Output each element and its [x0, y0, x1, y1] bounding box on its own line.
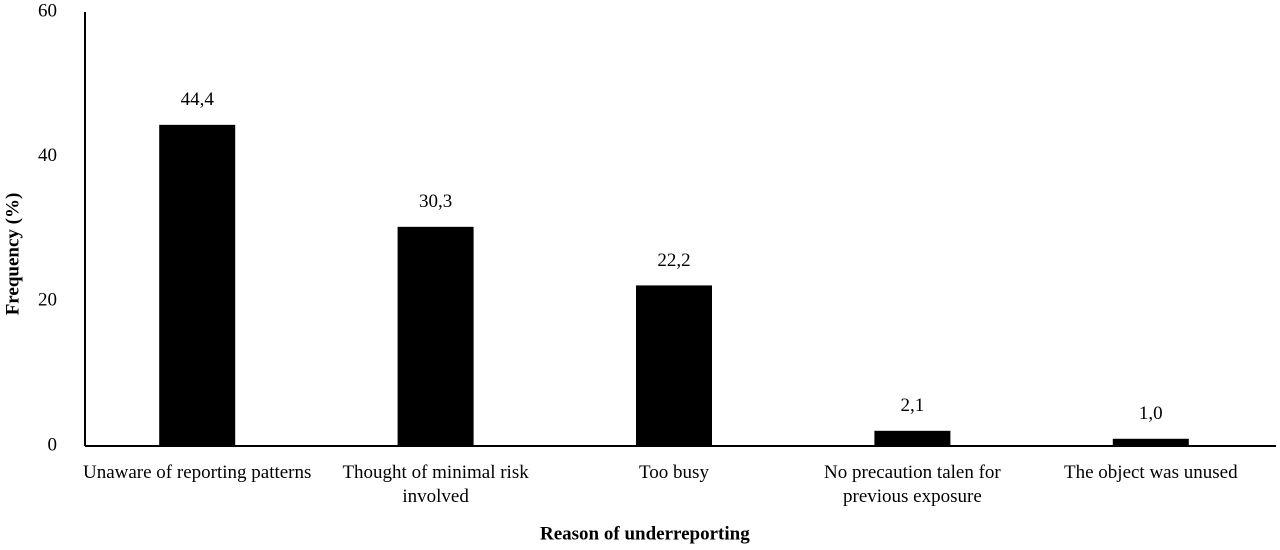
x-tick-label: Thought of minimal risk involved — [342, 462, 529, 507]
x-tick-label: The object was unused — [1064, 462, 1238, 483]
bar — [1112, 438, 1189, 446]
y-tick-label: 20 — [38, 290, 57, 311]
x-axis-title: Reason of underreporting — [540, 523, 750, 544]
bar — [874, 430, 951, 446]
y-tick-label: 40 — [38, 145, 57, 166]
bar — [159, 124, 236, 446]
x-tick-label: Unaware of reporting patterns — [82, 462, 312, 483]
x-tick-label: No precaution talen for previous exposur… — [824, 462, 1001, 507]
value-label: 44,4 — [181, 89, 215, 110]
value-label: 22,2 — [657, 250, 690, 271]
value-label: 1,0 — [1139, 403, 1163, 424]
value-label: 2,1 — [901, 395, 925, 416]
y-tick-label: 60 — [38, 0, 57, 21]
bar — [397, 226, 474, 446]
y-tick-label: 0 — [48, 434, 58, 455]
value-label: 30,3 — [419, 191, 452, 212]
y-axis-title: Frequency (%) — [2, 193, 23, 316]
bar — [636, 285, 712, 446]
x-tick-label: Too busy — [639, 462, 709, 483]
